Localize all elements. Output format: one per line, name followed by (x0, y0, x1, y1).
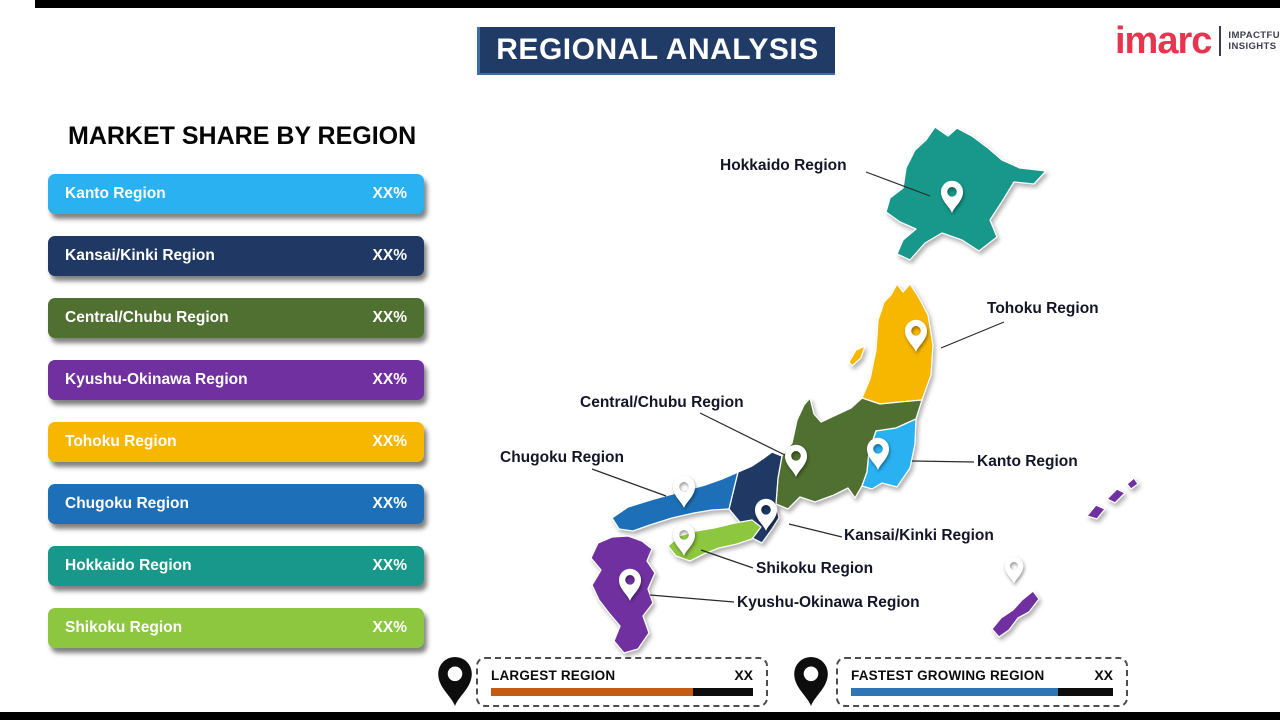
map-label-kansai: Kansai/Kinki Region (844, 527, 994, 544)
leader-line-chubu (699, 412, 794, 460)
leader-line-kanto (911, 460, 975, 463)
imarc-logo-tagline: IMPACTFUL INSIGHTS (1228, 30, 1280, 53)
market-share-bar-hokkaido: Hokkaido Region XX% (48, 546, 424, 586)
region-label: Tohoku Region (65, 433, 177, 450)
bar-primary-segment (491, 688, 693, 696)
region-value: XX% (372, 185, 407, 202)
map-label-kanto: Kanto Region (977, 453, 1078, 470)
market-share-bar-shikoku: Shikoku Region XX% (48, 608, 424, 648)
map-label-shikoku: Shikoku Region (756, 560, 874, 577)
fastest-growing-region-bar (851, 688, 1113, 696)
map-region-hokkaido (885, 126, 1047, 261)
imarc-logo-wordmark: imarc (1115, 20, 1212, 62)
region-label: Central/Chubu Region (65, 309, 229, 326)
map-island-okinawa-main (991, 590, 1040, 638)
market-share-bar-chubu: Central/Chubu Region XX% (48, 298, 424, 338)
market-share-bar-kansai: Kansai/Kinki Region XX% (48, 236, 424, 276)
map-island-sado (848, 345, 866, 367)
leader-line-chugoku (591, 468, 667, 497)
largest-region-label: LARGEST REGION (491, 668, 616, 683)
largest-region-pin-icon (438, 657, 472, 706)
leader-line-shikoku (700, 549, 754, 569)
tagline-line-2: INSIGHTS (1228, 41, 1277, 52)
map-pin-okinawa-icon (1004, 556, 1024, 584)
map-islet-okinawa-3 (1126, 477, 1139, 490)
map-islet-okinawa-2 (1106, 488, 1126, 504)
imarc-logo: imarc IMPACTFUL INSIGHTS (1115, 22, 1280, 60)
region-value: XX% (372, 371, 407, 388)
logo-divider (1219, 26, 1222, 56)
fastest-growing-region-value: XX (1094, 667, 1113, 683)
map-label-tohoku: Tohoku Region (987, 300, 1099, 317)
bar-primary-segment (851, 688, 1058, 696)
page-title-banner: REGIONAL ANALYSIS (477, 27, 835, 75)
market-share-list: Kanto Region XX% Kansai/Kinki Region XX%… (48, 174, 424, 648)
japan-map (590, 126, 1139, 654)
map-region-kyushu (590, 535, 656, 654)
fastest-growing-region-legend: FASTEST GROWING REGION XX (836, 657, 1128, 707)
region-value: XX% (372, 619, 407, 636)
largest-region-value: XX (734, 667, 753, 683)
leader-line-hokkaido (865, 171, 931, 197)
top-border-strip (35, 0, 1280, 8)
market-share-heading: MARKET SHARE BY REGION (68, 122, 417, 150)
map-region-kanto (861, 418, 917, 490)
largest-region-bar (491, 688, 753, 696)
legend-row: FASTEST GROWING REGION XX (851, 667, 1113, 683)
bar-secondary-segment (1057, 688, 1113, 696)
largest-region-legend: LARGEST REGION XX (476, 657, 768, 707)
region-value: XX% (372, 557, 407, 574)
region-value: XX% (372, 309, 407, 326)
region-value: XX% (372, 495, 407, 512)
tagline-line-1: IMPACTFUL (1228, 29, 1280, 41)
map-islet-okinawa-1 (1086, 504, 1106, 520)
map-label-chugoku: Chugoku Region (500, 449, 624, 466)
market-share-bar-kyushu-okinawa: Kyushu-Okinawa Region XX% (48, 360, 424, 400)
map-region-chugoku (611, 471, 739, 532)
fastest-growing-region-pin-icon (794, 657, 828, 706)
leader-line-tohoku (940, 321, 1005, 349)
map-label-hokkaido: Hokkaido Region (720, 157, 847, 174)
region-label: Kyushu-Okinawa Region (65, 371, 248, 388)
bottom-border-strip (0, 712, 1280, 720)
leader-line-kyushu (649, 594, 735, 603)
market-share-bar-chugoku: Chugoku Region XX% (48, 484, 424, 524)
region-label: Kansai/Kinki Region (65, 247, 215, 264)
map-label-kyushu: Kyushu-Okinawa Region (737, 594, 920, 611)
bar-secondary-segment (692, 688, 753, 696)
region-label: Hokkaido Region (65, 557, 192, 574)
region-label: Kanto Region (65, 185, 166, 202)
region-label: Shikoku Region (65, 619, 183, 636)
region-label: Chugoku Region (65, 495, 189, 512)
map-region-shikoku (667, 519, 762, 562)
map-region-tohoku (861, 283, 934, 405)
market-share-bar-tohoku: Tohoku Region XX% (48, 422, 424, 462)
page-title: REGIONAL ANALYSIS (496, 33, 819, 66)
fastest-growing-region-label: FASTEST GROWING REGION (851, 668, 1045, 683)
region-value: XX% (372, 247, 407, 264)
market-share-bar-kanto: Kanto Region XX% (48, 174, 424, 214)
legend-row: LARGEST REGION XX (491, 667, 753, 683)
region-value: XX% (372, 433, 407, 450)
leader-line-kansai (788, 523, 843, 538)
map-label-chubu: Central/Chubu Region (580, 394, 744, 411)
